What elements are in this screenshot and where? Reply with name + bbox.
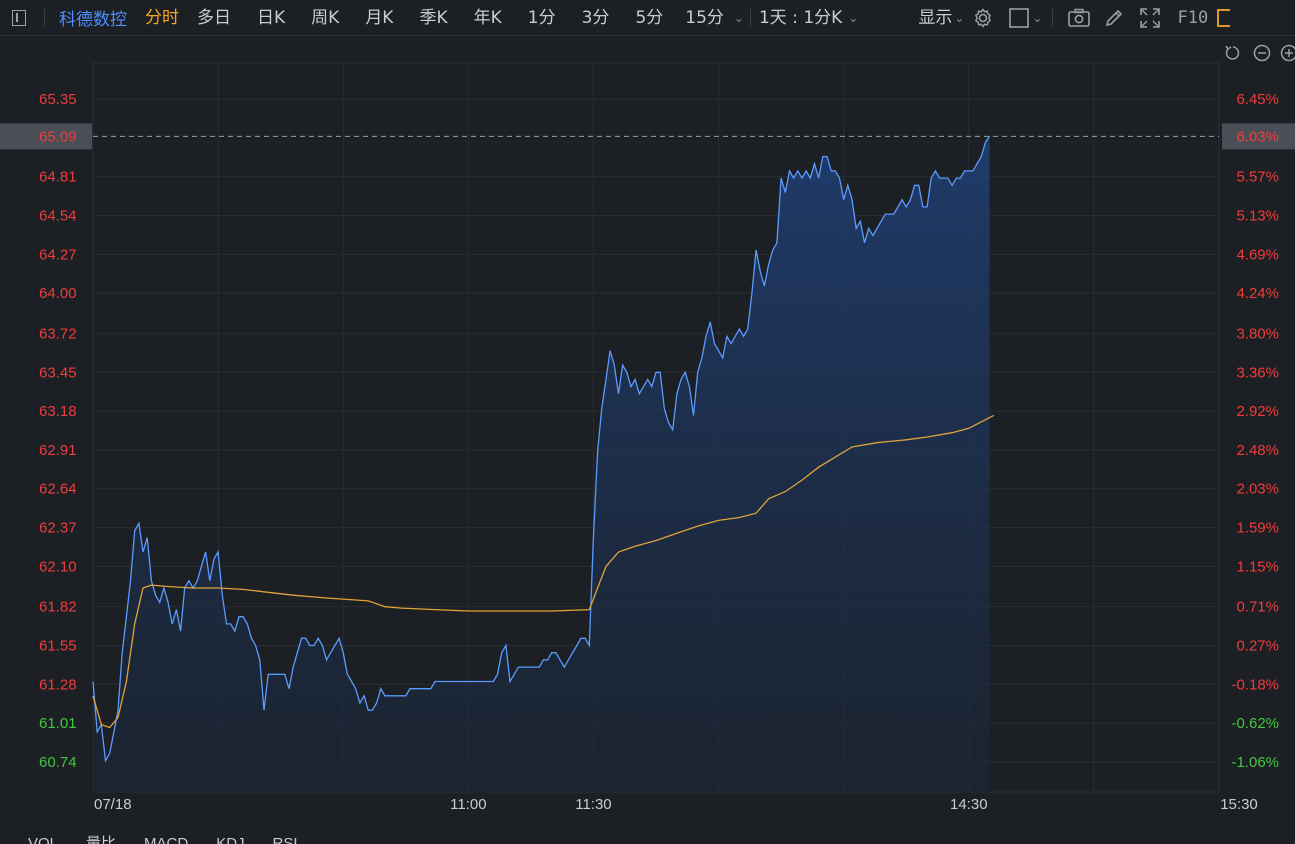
display-menu[interactable]: 显示 [918, 7, 953, 28]
tab-5min[interactable]: 5分 [635, 7, 664, 28]
tab-macd[interactable]: MACD [144, 835, 189, 844]
toolbar-divider [1052, 8, 1054, 27]
price-tick-label: 61.82 [39, 599, 77, 616]
price-tick-label: 64.27 [39, 246, 77, 263]
percent-tick-label: -0.62% [1231, 715, 1279, 732]
more-periods-chevron-icon[interactable]: ⌄ [733, 10, 744, 25]
tab-day-k[interactable]: 日K [257, 7, 286, 28]
price-tick-label: 62.91 [39, 442, 77, 459]
price-tick-label: 64.54 [39, 207, 77, 224]
price-tick-label: 63.72 [39, 325, 77, 342]
price-tick-label: 63.45 [39, 364, 77, 381]
percent-axis: 6.45% 6.03% 5.57% 5.13% 4.69% 4.24% 3.80% 3.36%… [1231, 91, 1279, 771]
tab-year-k[interactable]: 年K [473, 7, 502, 28]
pencil-icon[interactable] [1103, 0, 1125, 36]
zoom-controls [1225, 44, 1295, 62]
price-tick-label: 65.09 [39, 128, 77, 145]
tab-season-k[interactable]: 季K [419, 7, 448, 28]
f10-button[interactable]: F10 [1177, 7, 1209, 28]
percent-tick-label: 3.80% [1236, 325, 1279, 342]
settings-gear-icon[interactable] [972, 0, 994, 36]
time-tick-label: 14:30 [950, 796, 988, 813]
time-tick-label: 11:30 [575, 796, 611, 813]
percent-tick-label: 4.69% [1236, 246, 1279, 263]
tab-week-k[interactable]: 周K [311, 7, 340, 28]
price-tick-label: 64.81 [39, 169, 77, 186]
price-tick-label: 63.18 [39, 403, 77, 420]
average-price-line [92, 414, 995, 729]
price-area-fill [93, 136, 990, 792]
tab-15min[interactable]: 15分 [685, 7, 724, 28]
toolbar-divider [44, 8, 45, 27]
percent-tick-label: 2.03% [1236, 481, 1279, 498]
percent-tick-label: 1.59% [1236, 520, 1279, 537]
tab-1min[interactable]: 1分 [527, 7, 556, 28]
percent-tick-label: 6.03% [1236, 128, 1279, 145]
tab-kdj[interactable]: KDJ [216, 835, 245, 844]
percent-tick-label: 4.24% [1236, 285, 1279, 302]
price-tick-label: 64.00 [39, 285, 77, 302]
percent-tick-label: -1.06% [1231, 754, 1279, 771]
percent-tick-label: 3.36% [1236, 364, 1279, 381]
sidebar-toggle-icon[interactable] [12, 9, 26, 26]
time-tick-label: 11:00 [450, 796, 486, 813]
price-tick-label: 60.74 [39, 754, 77, 771]
fullscreen-icon[interactable] [1139, 0, 1161, 36]
current-price-box-left [0, 123, 92, 150]
zoom-out-icon[interactable] [1253, 44, 1271, 62]
current-pct-box-right [1222, 123, 1295, 150]
period-select-chevron-icon[interactable]: ⌄ [848, 10, 859, 25]
tab-rsi[interactable]: RSI [272, 835, 298, 844]
time-axis: 07/18 11:00 11:30 14:30 15:30 [94, 796, 1258, 813]
price-tick-label: 61.55 [39, 638, 77, 655]
layout-square-icon[interactable] [1008, 0, 1030, 36]
percent-tick-label: 6.45% [1236, 91, 1279, 108]
layout-chevron-icon[interactable]: ⌄ [1032, 10, 1043, 25]
percent-tick-label: -0.18% [1231, 676, 1279, 693]
price-line [92, 136, 991, 763]
percent-tick-label: 5.57% [1236, 169, 1279, 186]
current-price-marker [0, 123, 1295, 150]
price-tick-label: 61.01 [39, 715, 77, 732]
display-chevron-icon[interactable]: ⌄ [954, 10, 965, 25]
time-tick-label: 07/18 [94, 796, 132, 813]
price-tick-label: 65.35 [39, 91, 77, 108]
tab-month-k[interactable]: 月K [365, 7, 394, 28]
price-tick-label: 62.64 [39, 481, 77, 498]
percent-tick-label: 0.27% [1236, 638, 1279, 655]
camera-icon[interactable] [1067, 0, 1091, 36]
percent-tick-label: 1.15% [1236, 558, 1279, 575]
toolbar-divider [749, 8, 751, 27]
percent-tick-label: 2.92% [1236, 403, 1279, 420]
percent-tick-label: 5.13% [1236, 207, 1279, 224]
period-select[interactable]: 1天 : 1分K [758, 7, 843, 28]
percent-tick-label: 2.48% [1236, 442, 1279, 459]
reset-zoom-icon[interactable] [1225, 45, 1240, 60]
stock-name[interactable]: 科德数控 [59, 10, 127, 30]
tab-3min[interactable]: 3分 [581, 7, 610, 28]
percent-tick-label: 0.71% [1236, 599, 1279, 616]
price-tick-label: 62.37 [39, 520, 77, 537]
intraday-chart[interactable]: 65.35 65.09 64.81 64.54 64.27 64.00 63.72 63.45… [0, 36, 1295, 832]
tab-fenshi[interactable]: 分时 [145, 7, 179, 28]
price-tick-label: 61.28 [39, 676, 77, 693]
indicator-tabs: VOL 量比 MACD KDJ RSI [0, 832, 1295, 844]
tab-volume-ratio[interactable]: 量比 [86, 835, 117, 844]
orange-square-icon[interactable] [1216, 0, 1231, 36]
price-axis: 65.35 65.09 64.81 64.54 64.27 64.00 63.72 63.45… [39, 91, 77, 771]
tab-vol[interactable]: VOL [28, 835, 59, 844]
chart-toolbar: 科德数控 分时 多日 日K 周K 月K 季K 年K 1分 3分 5分 15分 ⌄… [0, 0, 1295, 36]
zoom-in-icon[interactable] [1280, 44, 1295, 62]
tab-multi-day[interactable]: 多日 [197, 7, 231, 28]
time-tick-label: 15:30 [1220, 796, 1258, 813]
price-tick-label: 62.10 [39, 558, 77, 575]
